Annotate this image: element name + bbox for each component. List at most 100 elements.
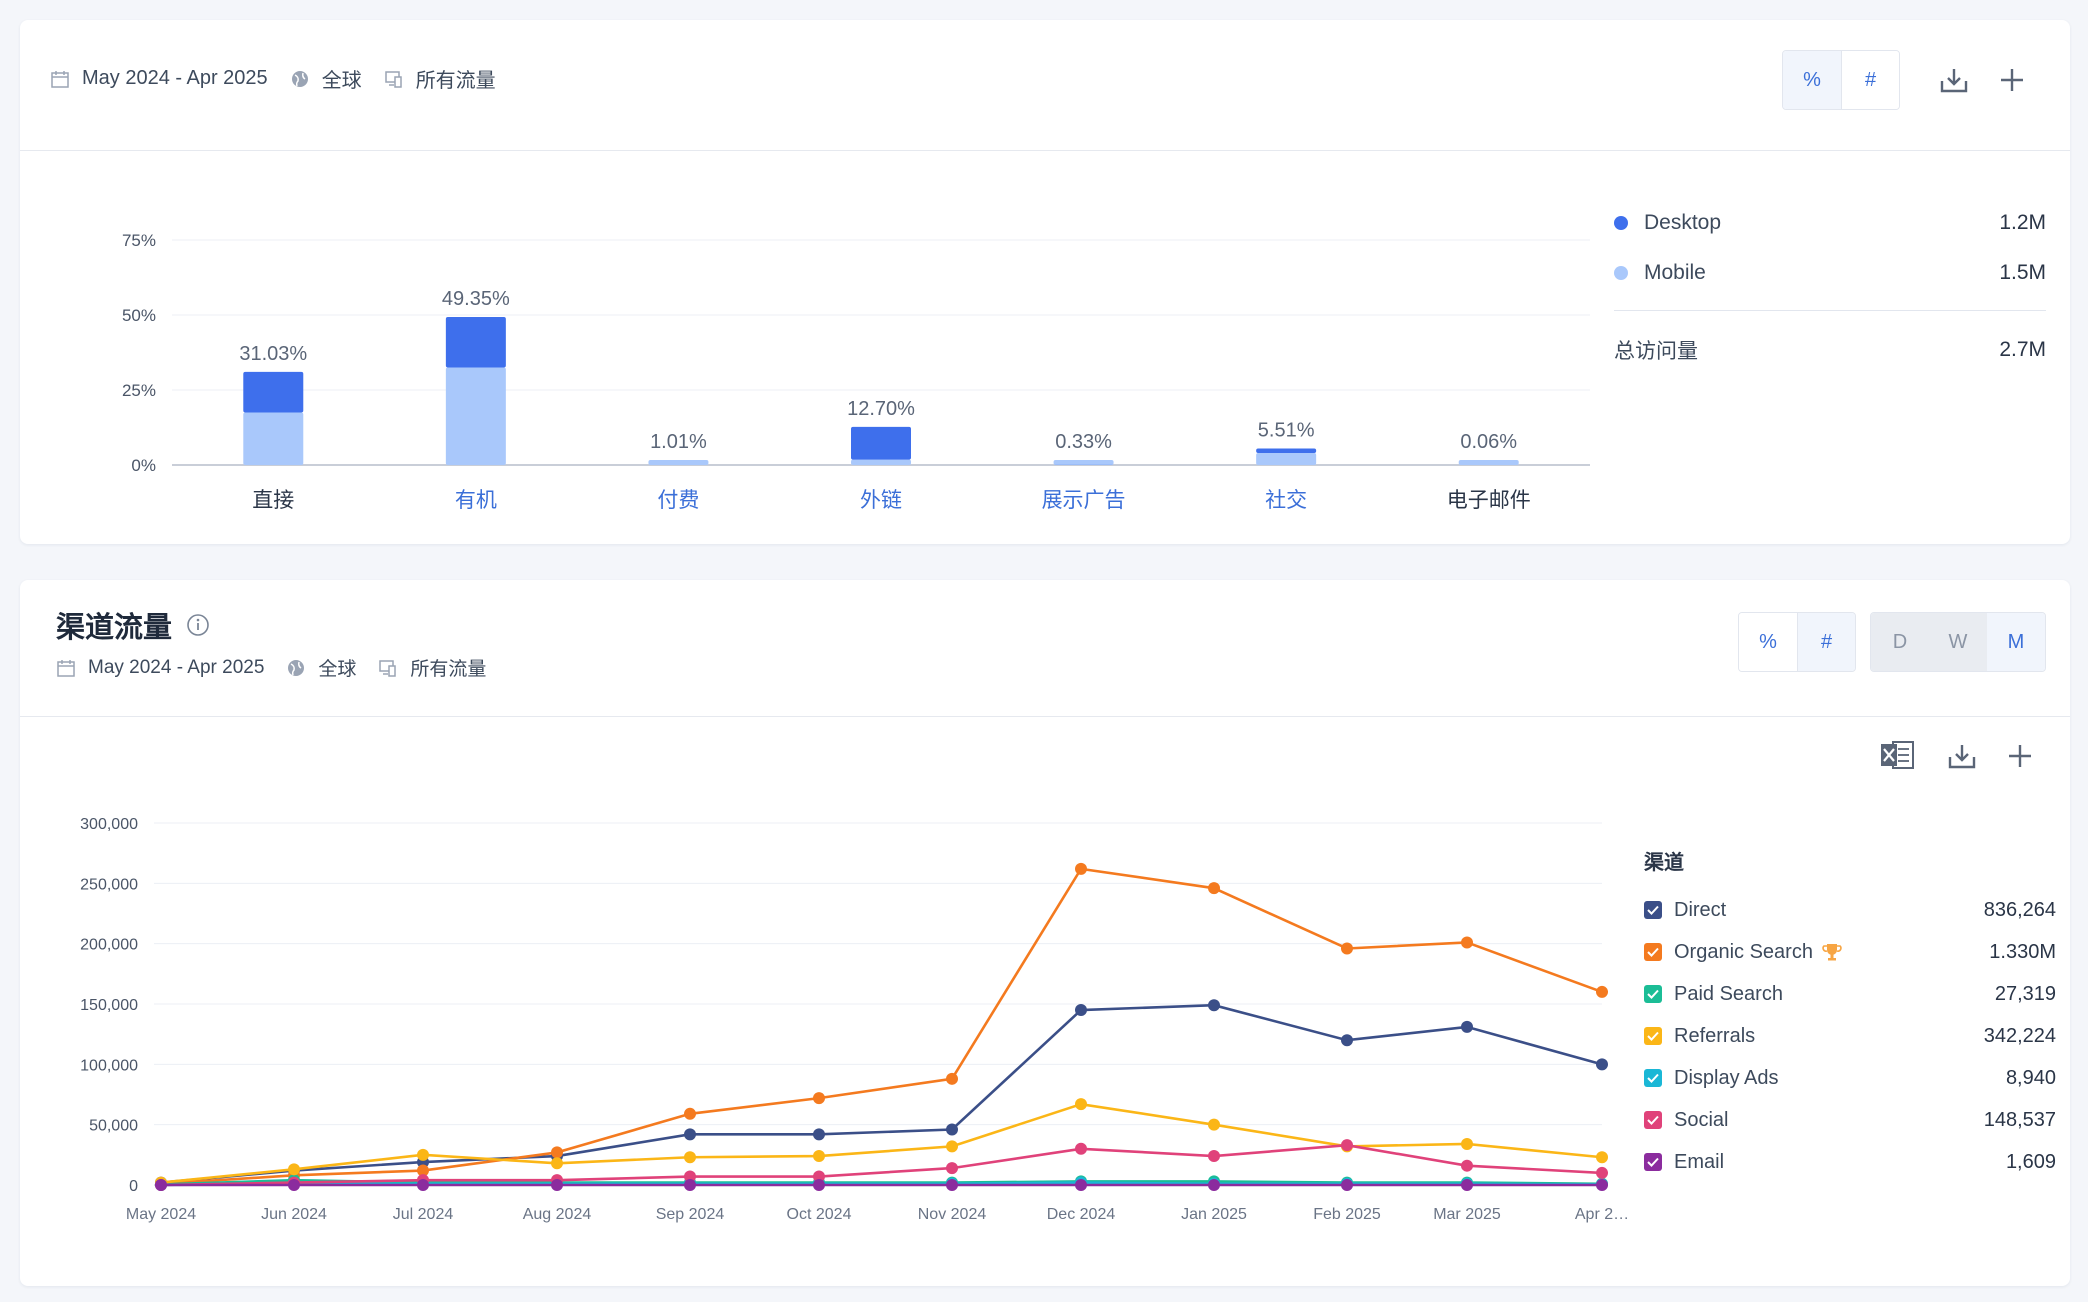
checkbox[interactable] <box>1644 1111 1662 1129</box>
data-point-referrals[interactable] <box>288 1163 300 1176</box>
data-point-email[interactable] <box>288 1179 300 1191</box>
data-point-organic-search[interactable] <box>1461 936 1473 949</box>
percent-button[interactable]: % <box>1739 613 1797 671</box>
data-point-email[interactable] <box>1596 1179 1608 1191</box>
info-icon[interactable] <box>186 613 210 637</box>
checkbox[interactable] <box>1644 1027 1662 1045</box>
download-button[interactable] <box>1944 738 1980 774</box>
checkbox[interactable] <box>1644 943 1662 961</box>
legend-item-mobile[interactable]: Mobile 1.5M <box>1614 248 2046 298</box>
bar-mobile[interactable] <box>445 367 506 466</box>
download-button[interactable] <box>1936 62 1972 98</box>
data-point-referrals[interactable] <box>1461 1137 1473 1150</box>
data-point-organic-search[interactable] <box>1075 862 1087 875</box>
bar-mobile[interactable] <box>648 460 709 465</box>
legend-item-referrals[interactable]: Referrals 342,224 <box>1644 1015 2056 1057</box>
bar-mobile[interactable] <box>851 459 911 465</box>
data-point-referrals[interactable] <box>946 1140 958 1153</box>
data-point-email[interactable] <box>551 1179 563 1191</box>
data-point-organic-search[interactable] <box>551 1146 563 1159</box>
weekly-button[interactable]: W <box>1929 613 1987 671</box>
data-point-social[interactable] <box>1596 1166 1608 1179</box>
series-line-direct[interactable] <box>160 1003 1603 1184</box>
data-point-referrals[interactable] <box>551 1157 563 1170</box>
legend-item-display-ads[interactable]: Display Ads 8,940 <box>1644 1057 2056 1099</box>
data-point-direct[interactable] <box>1208 999 1220 1012</box>
x-category-label[interactable]: 付费 <box>657 489 699 512</box>
data-point-social[interactable] <box>1208 1150 1220 1163</box>
data-point-referrals[interactable] <box>1075 1098 1087 1111</box>
bar-desktop[interactable] <box>1256 448 1317 453</box>
traffic-selector[interactable]: 所有流量 <box>415 70 496 92</box>
legend-item-email[interactable]: Email 1,609 <box>1644 1141 2056 1183</box>
data-point-email[interactable] <box>155 1179 167 1191</box>
data-point-social[interactable] <box>813 1170 825 1183</box>
x-category-label[interactable]: 展示广告 <box>1042 489 1126 512</box>
data-point-direct[interactable] <box>1461 1020 1473 1033</box>
data-point-email[interactable] <box>417 1179 429 1191</box>
legend-item-direct[interactable]: Direct 836,264 <box>1644 889 2056 931</box>
number-button[interactable]: # <box>1797 613 1855 671</box>
data-point-organic-search[interactable] <box>1208 882 1220 895</box>
series-line-social[interactable] <box>160 1143 1603 1187</box>
bar-mobile[interactable] <box>1256 453 1317 465</box>
data-point-organic-search[interactable] <box>417 1164 429 1177</box>
bar-desktop[interactable] <box>445 316 506 368</box>
x-category-label[interactable]: 有机 <box>455 489 497 512</box>
export-excel-button[interactable] <box>1876 734 1918 776</box>
data-point-direct[interactable] <box>813 1128 825 1141</box>
traffic-selector[interactable]: 所有流量 <box>410 659 487 680</box>
bar-mobile[interactable] <box>1458 460 1519 465</box>
data-point-referrals[interactable] <box>1208 1118 1220 1131</box>
data-point-social[interactable] <box>1341 1139 1353 1152</box>
data-point-email[interactable] <box>684 1179 696 1191</box>
date-range[interactable]: May 2024 - Apr 2025 <box>82 67 268 89</box>
data-point-referrals[interactable] <box>1596 1151 1608 1164</box>
date-range[interactable]: May 2024 - Apr 2025 <box>88 656 265 678</box>
x-category-label[interactable]: 社交 <box>1265 489 1307 512</box>
legend-item-organic-search[interactable]: Organic Search 1.330M <box>1644 931 2056 973</box>
data-point-social[interactable] <box>1075 1142 1087 1155</box>
data-point-social[interactable] <box>946 1162 958 1175</box>
data-point-organic-search[interactable] <box>813 1092 825 1105</box>
data-point-email[interactable] <box>946 1179 958 1191</box>
series-line-referrals[interactable] <box>160 1102 1603 1184</box>
x-category-label[interactable]: 外链 <box>860 489 902 512</box>
bar-mobile[interactable] <box>243 412 304 466</box>
data-point-email[interactable] <box>813 1179 825 1191</box>
data-point-social[interactable] <box>1461 1159 1473 1172</box>
bar-desktop[interactable] <box>851 426 911 460</box>
checkbox[interactable] <box>1644 1069 1662 1087</box>
region-selector[interactable]: 全球 <box>318 659 357 680</box>
data-point-referrals[interactable] <box>813 1150 825 1163</box>
bar-desktop[interactable] <box>243 371 304 413</box>
number-button[interactable]: # <box>1841 51 1899 109</box>
bar-mobile[interactable] <box>1053 460 1114 465</box>
legend-item-social[interactable]: Social 148,537 <box>1644 1099 2056 1141</box>
legend-item-desktop[interactable]: Desktop 1.2M <box>1614 198 2046 248</box>
checkbox[interactable] <box>1644 901 1662 919</box>
data-point-email[interactable] <box>1208 1179 1220 1191</box>
data-point-direct[interactable] <box>684 1128 696 1141</box>
percent-button[interactable]: % <box>1783 51 1841 109</box>
data-point-direct[interactable] <box>1596 1058 1608 1071</box>
data-point-email[interactable] <box>1341 1179 1353 1191</box>
data-point-organic-search[interactable] <box>1596 985 1608 998</box>
data-point-social[interactable] <box>684 1170 696 1183</box>
monthly-button[interactable]: M <box>1987 613 2045 671</box>
data-point-organic-search[interactable] <box>684 1107 696 1120</box>
data-point-referrals[interactable] <box>417 1148 429 1161</box>
series-line-organic-search[interactable] <box>160 867 1603 1186</box>
region-selector[interactable]: 全球 <box>321 70 362 92</box>
data-point-direct[interactable] <box>1075 1004 1087 1017</box>
data-point-direct[interactable] <box>946 1123 958 1136</box>
data-point-referrals[interactable] <box>684 1151 696 1164</box>
add-button[interactable] <box>2002 738 2038 774</box>
checkbox[interactable] <box>1644 985 1662 1003</box>
checkbox[interactable] <box>1644 1153 1662 1171</box>
daily-button[interactable]: D <box>1871 613 1929 671</box>
data-point-organic-search[interactable] <box>1341 942 1353 955</box>
data-point-email[interactable] <box>1075 1179 1087 1191</box>
legend-item-paid-search[interactable]: Paid Search 27,319 <box>1644 973 2056 1015</box>
data-point-email[interactable] <box>1461 1179 1473 1191</box>
